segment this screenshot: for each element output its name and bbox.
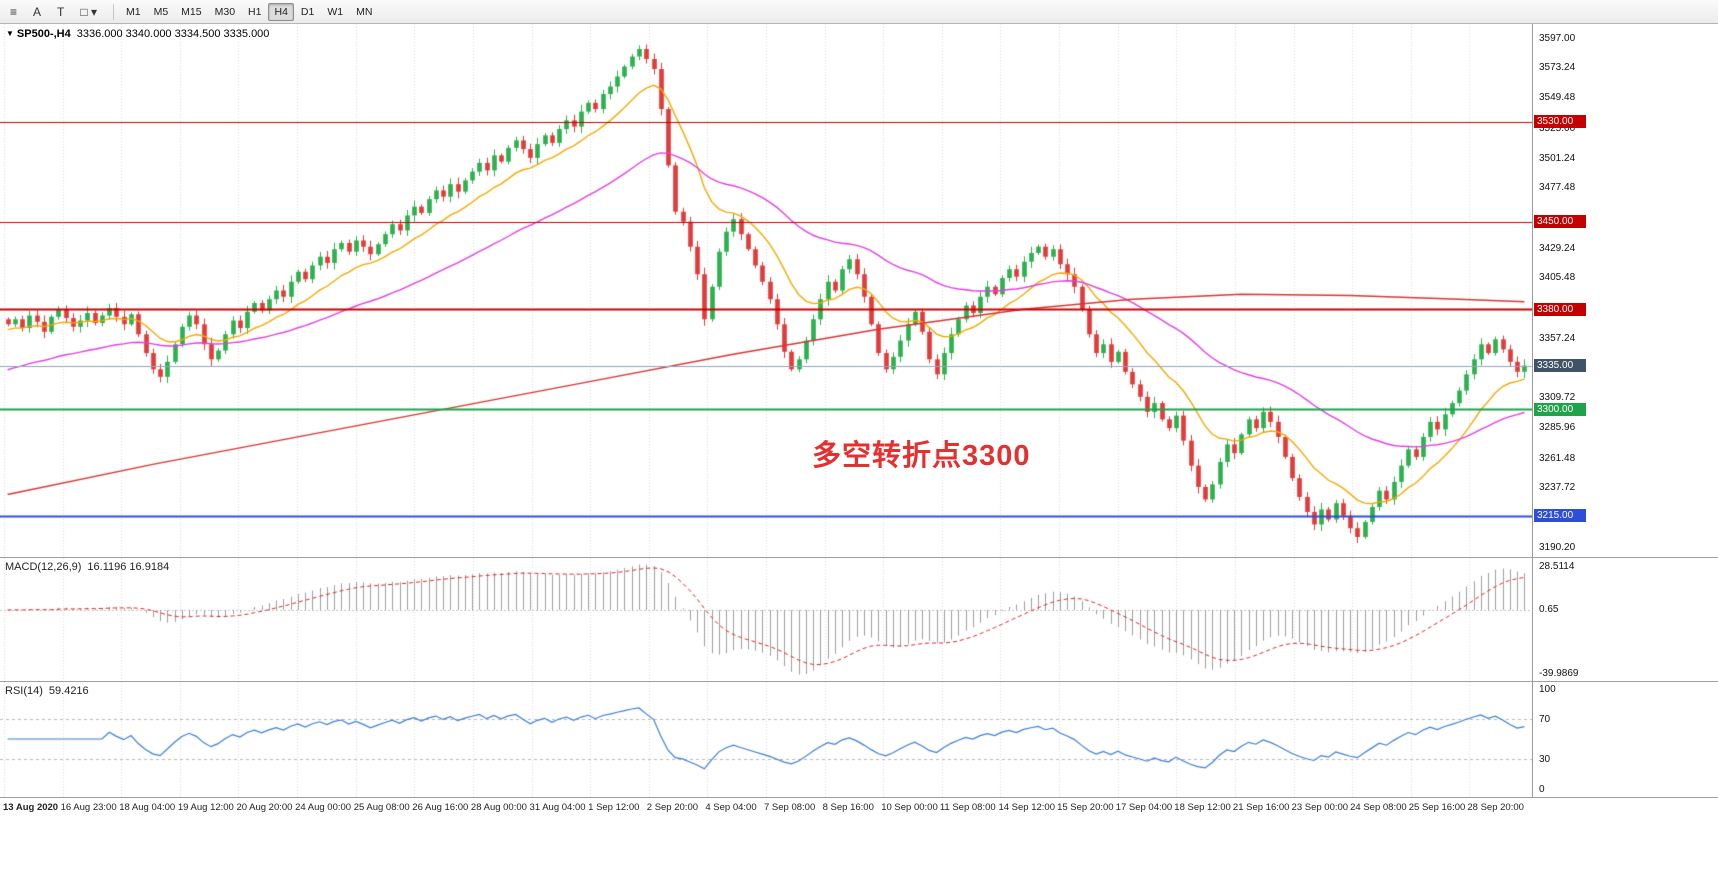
shapes-tool-icon[interactable]: □ ▾ <box>80 4 97 19</box>
time-axis-label: 19 Aug 12:00 <box>177 802 234 813</box>
annotation-text: 多空转折点3300 <box>812 440 1031 472</box>
price-badge: 3300.00 <box>1534 402 1586 416</box>
grid-icon[interactable]: ≡ <box>10 4 18 19</box>
time-axis-label: 18 Aug 04:00 <box>119 802 176 813</box>
price-axis-tick: 3549.48 <box>1539 92 1576 104</box>
time-axis-label: 20 Aug 20:00 <box>236 802 293 813</box>
price-axis-tick: 3501.24 <box>1539 152 1576 164</box>
rsi-axis-tick: 100 <box>1539 684 1556 695</box>
time-axis-label: 28 Sep 20:00 <box>1467 802 1524 813</box>
ohlc-values: 3336.000 3340.000 3334.500 3335.000 <box>76 28 270 40</box>
time-axis-label: 1 Sep 12:00 <box>588 802 640 813</box>
timeframe-h4-button[interactable]: H4 <box>268 2 294 21</box>
time-axis-label: 25 Aug 08:00 <box>353 802 410 813</box>
price-badge: 3530.00 <box>1534 115 1586 129</box>
rsi-canvas[interactable] <box>0 682 1532 797</box>
collapse-triangle-icon[interactable]: ▼ <box>6 29 14 38</box>
time-axis-label: 10 Sep 00:00 <box>881 802 938 813</box>
price-axis-tick: 3477.48 <box>1539 182 1576 194</box>
rsi-axis-tick: 70 <box>1539 714 1551 725</box>
price-badge: 3450.00 <box>1534 215 1586 229</box>
time-axis-label: 15 Sep 20:00 <box>1057 802 1114 813</box>
text-tool-icon[interactable]: T <box>57 4 65 19</box>
rsi-axis-tick: 30 <box>1539 754 1551 765</box>
time-axis-label: 7 Sep 08:00 <box>764 802 816 813</box>
time-axis-label: 2 Sep 20:00 <box>646 802 699 813</box>
macd-axis-min: -39.9869 <box>1539 668 1579 679</box>
macd-values: 16.1196 16.9184 <box>87 561 170 573</box>
timeframe-buttons: M1 M5 M15 M30 H1 H4 D1 W1 MN <box>120 2 378 21</box>
time-axis-label: 24 Aug 00:00 <box>295 802 352 813</box>
timeframe-w1-button[interactable]: W1 <box>327 5 344 18</box>
time-axis-label: 25 Sep 16:00 <box>1408 802 1466 813</box>
timeframe-m15-button[interactable]: M15 <box>181 5 202 18</box>
timeframe-mn-button[interactable]: MN <box>356 5 373 18</box>
price-axis-tick: 3357.24 <box>1539 332 1576 344</box>
time-axis-label: 16 Aug 23:00 <box>60 802 117 813</box>
time-axis-label: 18 Sep 12:00 <box>1174 802 1231 813</box>
rsi-name: RSI(14) <box>5 685 43 697</box>
macd-canvas[interactable] <box>0 558 1532 681</box>
price-axis-tick: 3261.48 <box>1539 452 1576 464</box>
macd-label: MACD(12,26,9) 16.1196 16.9184 <box>5 561 169 573</box>
price-axis-tick: 3190.20 <box>1539 541 1576 553</box>
symbol-period-label: SP500-,H4 <box>16 28 71 40</box>
time-axis-label: 8 Sep 16:00 <box>822 802 874 813</box>
price-chart-panel[interactable]: ▼ SP500-,H4 3336.000 3340.000 3334.500 333… <box>0 24 1718 558</box>
time-axis-label: 26 Aug 16:00 <box>412 802 469 813</box>
toolbar-separator <box>112 3 114 20</box>
time-axis-label: 31 Aug 04:00 <box>529 802 586 813</box>
time-axis-label: 24 Sep 08:00 <box>1350 802 1407 813</box>
price-badge: 3335.00 <box>1534 359 1586 373</box>
rsi-panel[interactable]: RSI(14) 59.4216 <box>0 682 1718 798</box>
macd-axis-zero: 0.65 <box>1539 603 1559 615</box>
price-axis-tick: 3237.72 <box>1539 482 1576 494</box>
price-badge: 3215.00 <box>1534 509 1586 523</box>
time-axis-label: 14 Sep 12:00 <box>998 802 1055 813</box>
timeframe-m5-button[interactable]: M5 <box>153 5 169 18</box>
toolbar-tools: ≡ A T □ ▾ <box>4 3 103 21</box>
price-axis-tick: 3405.48 <box>1539 272 1576 284</box>
rsi-label: RSI(14) 59.4216 <box>5 685 89 697</box>
time-axis-label: 21 Sep 16:00 <box>1232 802 1290 813</box>
timeframe-m1-button[interactable]: M1 <box>125 5 141 18</box>
cursor-a-icon[interactable]: A <box>33 4 42 19</box>
timeframe-m30-button[interactable]: M30 <box>214 5 236 18</box>
time-axis-label: 17 Sep 04:00 <box>1115 802 1173 813</box>
price-badge: 3380.00 <box>1534 302 1586 316</box>
price-axis-tick: 3597.00 <box>1539 32 1576 44</box>
rsi-value: 59.4216 <box>48 685 89 697</box>
price-axis-tick: 3285.96 <box>1539 421 1576 433</box>
time-axis-label: 23 Sep 00:00 <box>1291 802 1349 813</box>
time-axis-label: 4 Sep 04:00 <box>705 802 757 813</box>
price-axis-tick: 3309.72 <box>1539 392 1576 404</box>
price-axis[interactable]: 3597.00 3573.24 3549.48 3525.00 3501.24 3477.… <box>1532 24 1718 798</box>
timeframe-h1-button[interactable]: H1 <box>248 5 262 18</box>
macd-panel[interactable]: MACD(12,26,9) 16.1196 16.9184 <box>0 558 1718 682</box>
price-axis-tick: 3573.24 <box>1539 62 1576 74</box>
time-axis-label: 13 Aug 2020 <box>3 802 59 813</box>
rsi-axis-tick: 0 <box>1539 784 1545 795</box>
macd-axis-max: 28.5114 <box>1539 561 1575 572</box>
price-chart-canvas[interactable] <box>0 24 1532 557</box>
time-axis[interactable]: 13 Aug 2020 16 Aug 23:00 18 Aug 04:00 19 Au… <box>0 798 1532 820</box>
toolbar: ≡ A T □ ▾ M1 M5 M15 M30 H1 H4 D1 W1 MN <box>0 0 1718 24</box>
time-axis-label: 11 Sep 08:00 <box>939 802 996 813</box>
price-axis-tick: 3429.24 <box>1539 242 1576 254</box>
time-axis-label: 28 Aug 00:00 <box>470 802 527 813</box>
macd-name: MACD(12,26,9) <box>5 561 82 573</box>
price-axis-tick: 3525.00 <box>1539 122 1576 134</box>
chart-title: ▼ SP500-,H4 3336.000 3340.000 3334.500 333… <box>6 28 269 40</box>
timeframe-d1-button[interactable]: D1 <box>300 5 315 18</box>
